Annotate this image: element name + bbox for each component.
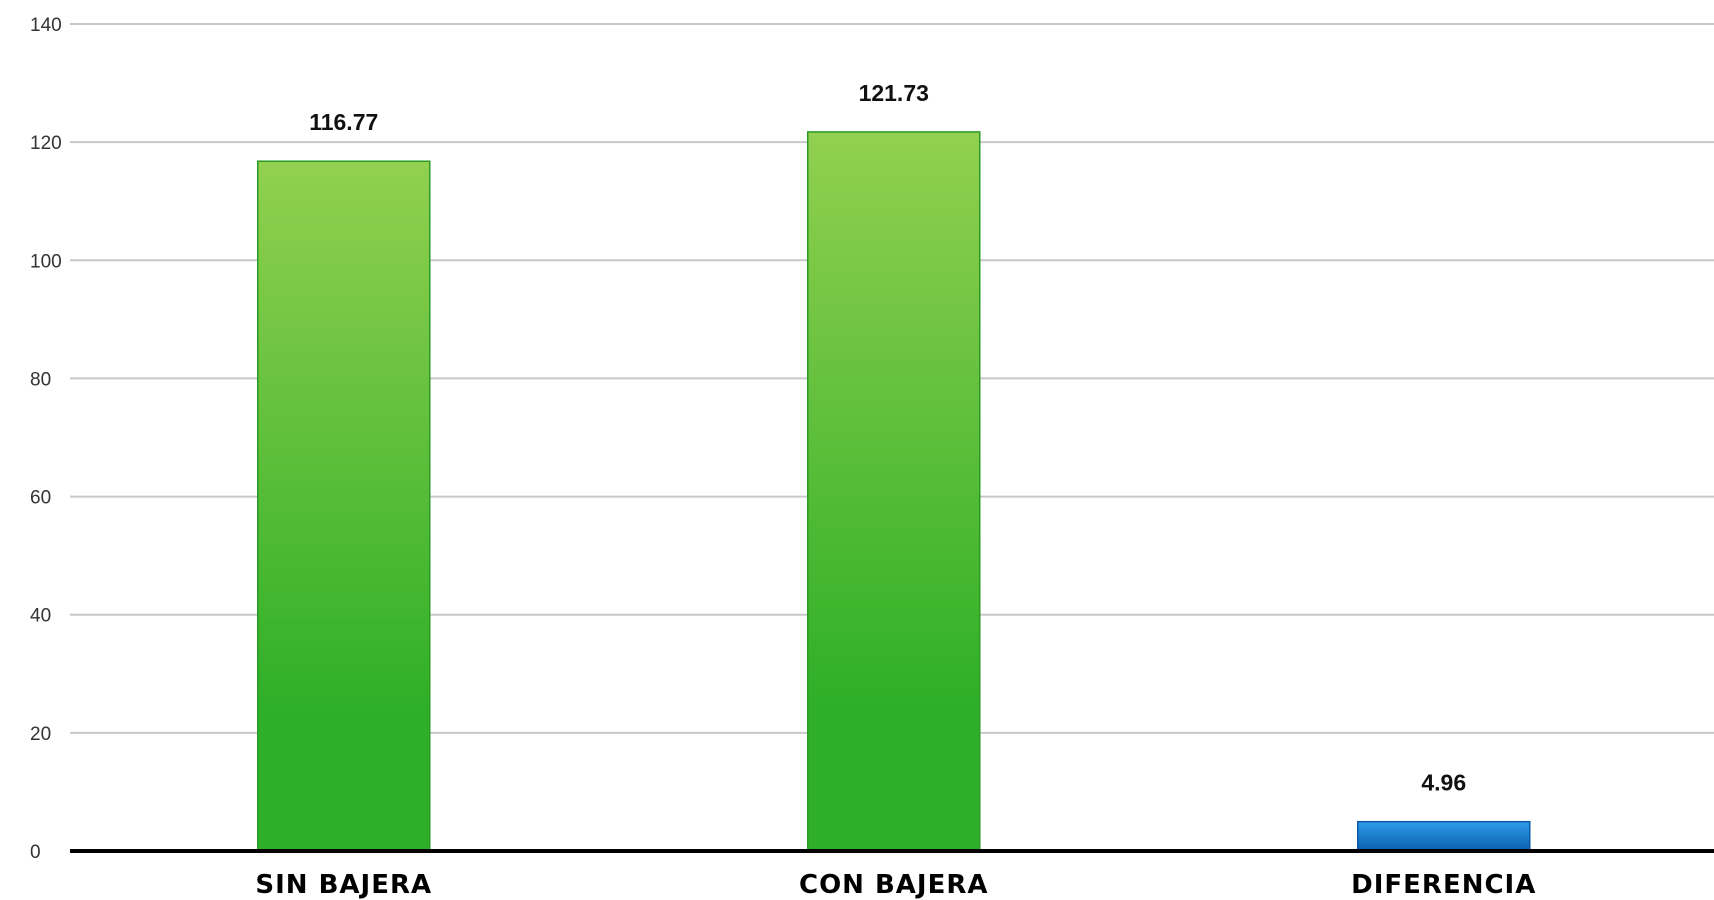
y-tick-label: 80 [30, 369, 51, 390]
y-tick-label: 60 [30, 488, 51, 509]
y-tick-label: 40 [30, 606, 51, 627]
y-axis-tick-labels: 0 20 40 60 80 100 120 140 [30, 15, 62, 863]
category-labels: SIN BAJERA CON BAJERA DIFERENCIA [255, 870, 1536, 900]
x-tick-label: CON BAJERA [799, 870, 989, 900]
x-tick-label: DIFERENCIA [1351, 870, 1536, 900]
bar-sin-bajera [257, 160, 431, 852]
data-label: 121.73 [859, 80, 929, 106]
bar-diferencia [1357, 820, 1531, 852]
data-label: 4.96 [1421, 770, 1466, 796]
y-tick-label: 20 [30, 724, 51, 745]
y-tick-label: 140 [30, 15, 62, 36]
y-tick-label: 0 [30, 842, 41, 863]
x-tick-label: SIN BAJERA [255, 870, 432, 900]
data-label: 116.77 [309, 109, 378, 135]
bar-con-bajera [807, 131, 981, 852]
y-tick-label: 100 [30, 251, 62, 272]
data-labels: 116.77 121.73 4.96 [309, 80, 1466, 796]
y-tick-label: 120 [30, 133, 62, 154]
bars [257, 131, 1531, 852]
